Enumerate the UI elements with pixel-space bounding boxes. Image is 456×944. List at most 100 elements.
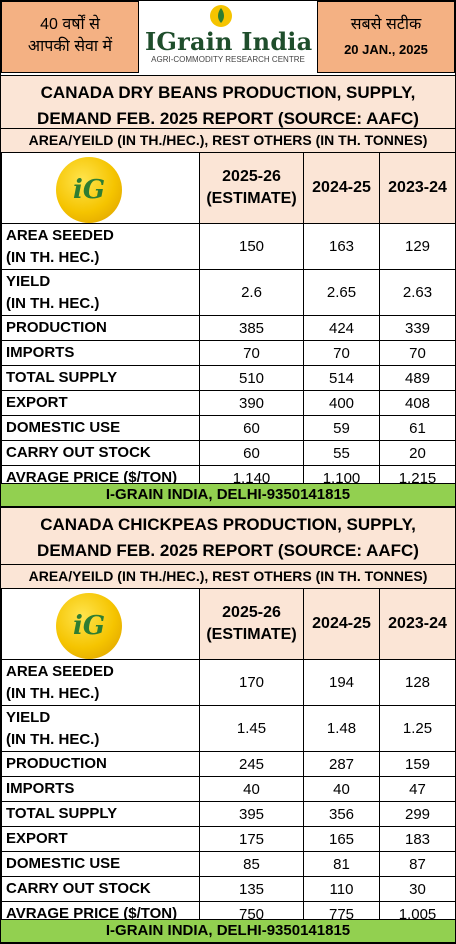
table-row: DOMESTIC USE 85 81 87: [1, 851, 456, 877]
table-row: PRODUCTION 245 287 159: [1, 751, 456, 777]
row-value-col1: 395: [199, 801, 304, 827]
footer-chickpeas: I-GRAIN INDIA, DELHI-9350141815: [1, 919, 455, 943]
table-row: EXPORT 175 165 183: [1, 826, 456, 852]
table-row: EXPORT 390 400 408: [1, 390, 456, 416]
table-row: CARRY OUT STOCK 60 55 20: [1, 440, 456, 466]
row-value-col1: 390: [199, 390, 304, 416]
row-value-col3: 129: [379, 223, 456, 270]
row-label: YIELD (IN TH. HEC.): [1, 705, 200, 752]
report-header: 40 वर्षों से आपकी सेवा में IGrain India …: [1, 1, 455, 75]
section-title-dry-beans: CANADA DRY BEANS PRODUCTION, SUPPLY, DEM…: [1, 75, 455, 129]
row-value-col1: 510: [199, 365, 304, 391]
row-value-col2: 40: [303, 776, 380, 802]
row-value-col2: 194: [303, 659, 380, 706]
row-value-col2: 163: [303, 223, 380, 270]
dry-beans-table: iG 2025-26 (ESTIMATE) 2024-25 2023-24 ARE…: [1, 152, 456, 491]
row-value-col3: 30: [379, 876, 456, 902]
row-value-col1: 2.6: [199, 269, 304, 316]
row-value-col1: 170: [199, 659, 304, 706]
table-row: TOTAL SUPPLY 510 514 489: [1, 365, 456, 391]
row-value-col2: 2.65: [303, 269, 380, 316]
row-label: EXPORT: [1, 826, 200, 852]
logo-subtitle: AGRI-COMMODITY RESEARCH CENTRE: [151, 55, 305, 64]
row-label: CARRY OUT STOCK: [1, 876, 200, 902]
row-value-col1: 60: [199, 415, 304, 441]
igrain-logo: IGrain India AGRI-COMMODITY RESEARCH CEN…: [141, 1, 315, 73]
row-label: AREA SEEDED (IN TH. HEC.): [1, 223, 200, 270]
row-value-col1: 245: [199, 751, 304, 777]
row-value-col3: 299: [379, 801, 456, 827]
grain-drop-icon: [210, 5, 232, 27]
title-line1: CANADA CHICKPEAS PRODUCTION, SUPPLY,: [40, 515, 416, 534]
row-label: DOMESTIC USE: [1, 851, 200, 877]
table-row: YIELD (IN TH. HEC.) 2.6 2.65 2.63: [1, 269, 456, 316]
row-value-col1: 175: [199, 826, 304, 852]
table-row: IMPORTS 70 70 70: [1, 340, 456, 366]
row-value-col3: 183: [379, 826, 456, 852]
row-label: TOTAL SUPPLY: [1, 801, 200, 827]
row-label: PRODUCTION: [1, 751, 200, 777]
row-value-col3: 159: [379, 751, 456, 777]
row-label: CARRY OUT STOCK: [1, 440, 200, 466]
title-line2: DEMAND FEB. 2025 REPORT (SOURCE: AAFC): [37, 541, 419, 560]
col-header-2023-24: 2023-24: [379, 588, 456, 660]
row-value-col2: 110: [303, 876, 380, 902]
row-value-col1: 135: [199, 876, 304, 902]
seal-letters: iG: [72, 611, 106, 641]
row-value-col1: 40: [199, 776, 304, 802]
row-value-col3: 2.63: [379, 269, 456, 316]
col-header-2025-26: 2025-26 (ESTIMATE): [199, 588, 304, 660]
section-title-chickpeas: CANADA CHICKPEAS PRODUCTION, SUPPLY, DEM…: [1, 507, 455, 565]
row-value-col3: 489: [379, 365, 456, 391]
unit-note-chickpeas: AREA/YEILD (IN TH./HEC.), REST OTHERS (I…: [1, 565, 455, 589]
row-value-col2: 70: [303, 340, 380, 366]
row-label: IMPORTS: [1, 340, 200, 366]
table-row: AREA SEEDED (IN TH. HEC.) 170 194 128: [1, 659, 456, 706]
tagline-left-line1: 40 वर्षों से: [40, 16, 100, 33]
unit-note-dry-beans: AREA/YEILD (IN TH./HEC.), REST OTHERS (I…: [1, 129, 455, 153]
table-row: IMPORTS 40 40 47: [1, 776, 456, 802]
seal-letters: iG: [72, 175, 106, 205]
row-value-col3: 61: [379, 415, 456, 441]
row-value-col1: 150: [199, 223, 304, 270]
logo-wordmark: IGrain India: [145, 27, 313, 56]
title-line2: DEMAND FEB. 2025 REPORT (SOURCE: AAFC): [37, 109, 419, 128]
col-header-2025-26: 2025-26 (ESTIMATE): [199, 152, 304, 224]
row-value-col3: 70: [379, 340, 456, 366]
table-row: DOMESTIC USE 60 59 61: [1, 415, 456, 441]
row-value-col3: 128: [379, 659, 456, 706]
row-value-col2: 287: [303, 751, 380, 777]
igrain-seal-icon: iG: [56, 157, 122, 223]
row-value-col2: 424: [303, 315, 380, 341]
row-value-col3: 87: [379, 851, 456, 877]
row-value-col2: 514: [303, 365, 380, 391]
tagline-box-left: 40 वर्षों से आपकी सेवा में: [1, 1, 139, 73]
row-label: YIELD (IN TH. HEC.): [1, 269, 200, 316]
tagline-left-line2: आपकी सेवा में: [27, 38, 113, 55]
row-value-col3: 408: [379, 390, 456, 416]
chickpeas-table: iG 2025-26 (ESTIMATE) 2024-25 2023-24 ARE…: [1, 588, 456, 927]
row-label: EXPORT: [1, 390, 200, 416]
row-label: PRODUCTION: [1, 315, 200, 341]
tagline-right-line1: सबसे सटीक: [350, 16, 422, 33]
row-value-col2: 81: [303, 851, 380, 877]
row-value-col2: 356: [303, 801, 380, 827]
row-value-col1: 60: [199, 440, 304, 466]
col-header-2024-25: 2024-25: [303, 588, 380, 660]
row-label: TOTAL SUPPLY: [1, 365, 200, 391]
row-value-col2: 165: [303, 826, 380, 852]
table-row: CARRY OUT STOCK 135 110 30: [1, 876, 456, 902]
igrain-seal-icon: iG: [56, 593, 122, 659]
row-value-col3: 47: [379, 776, 456, 802]
row-value-col2: 55: [303, 440, 380, 466]
row-value-col2: 1.48: [303, 705, 380, 752]
row-value-col1: 70: [199, 340, 304, 366]
table-row: YIELD (IN TH. HEC.) 1.45 1.48 1.25: [1, 705, 456, 752]
table-row: TOTAL SUPPLY 395 356 299: [1, 801, 456, 827]
report-date: 20 JAN., 2025: [344, 42, 428, 57]
table-header-row: iG 2025-26 (ESTIMATE) 2024-25 2023-24: [1, 152, 456, 224]
row-value-col3: 1.25: [379, 705, 456, 752]
row-value-col2: 59: [303, 415, 380, 441]
footer-dry-beans: I-GRAIN INDIA, DELHI-9350141815: [1, 483, 455, 507]
row-label: DOMESTIC USE: [1, 415, 200, 441]
